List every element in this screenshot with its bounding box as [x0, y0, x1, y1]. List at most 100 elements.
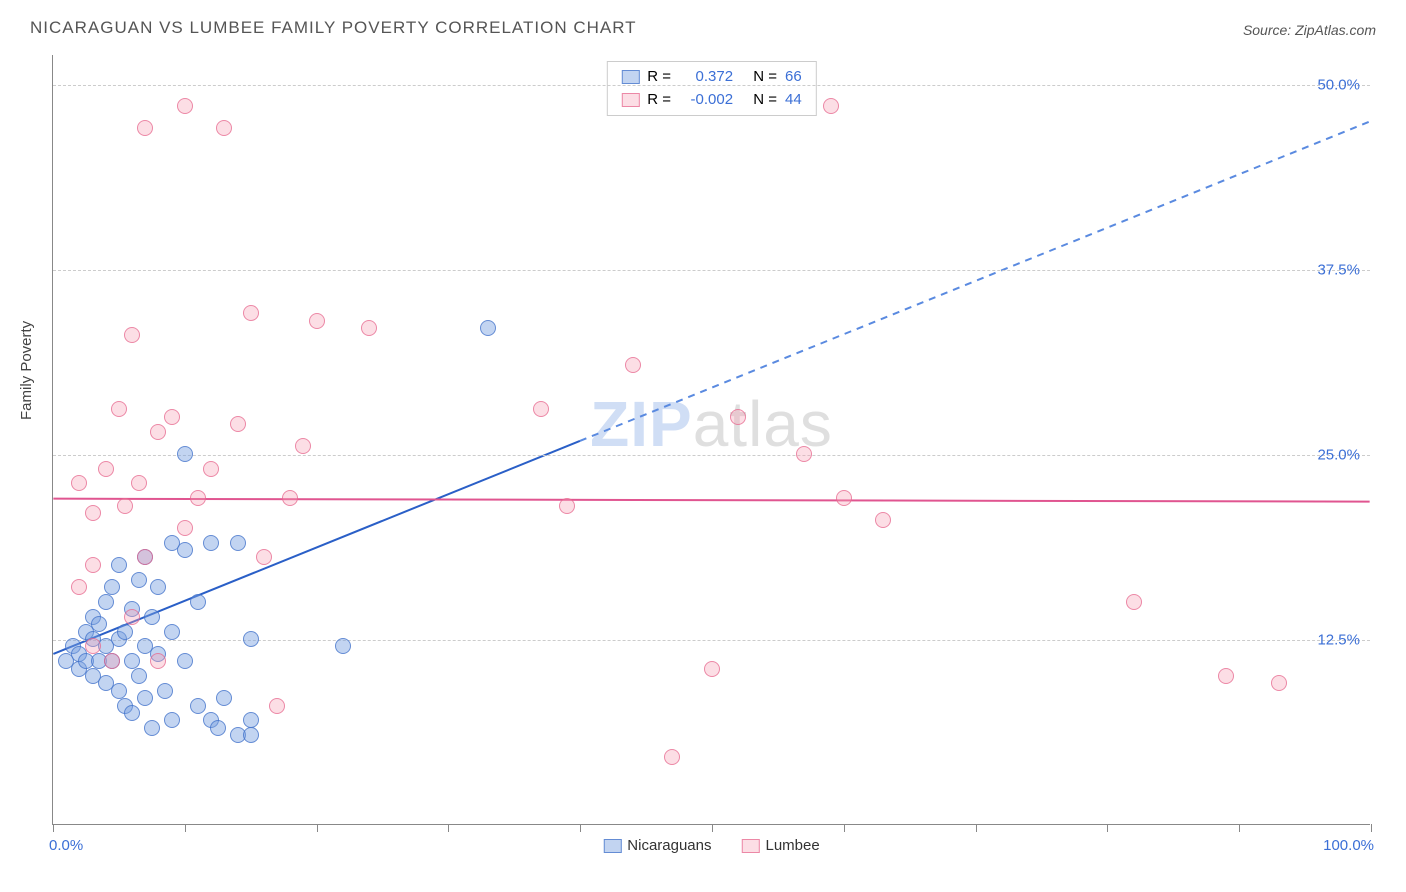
data-point	[730, 409, 746, 425]
data-point	[243, 631, 259, 647]
data-point	[177, 98, 193, 114]
data-point	[131, 475, 147, 491]
y-tick-label: 37.5%	[1317, 261, 1360, 278]
data-point	[164, 409, 180, 425]
x-tick	[580, 824, 581, 832]
data-point	[177, 446, 193, 462]
data-point	[203, 535, 219, 551]
chart-header: NICARAGUAN VS LUMBEE FAMILY POVERTY CORR…	[0, 0, 1406, 46]
data-point	[85, 557, 101, 573]
data-point	[282, 490, 298, 506]
data-point	[144, 609, 160, 625]
legend-item-lumbee: Lumbee	[742, 837, 820, 854]
data-point	[836, 490, 852, 506]
gridline	[53, 85, 1370, 86]
chart-canvas: ZIPatlas R = 0.372 N = 66 R = -0.002 N =…	[52, 55, 1370, 825]
data-point	[796, 446, 812, 462]
swatch-lumbee-bottom	[742, 839, 760, 853]
data-point	[210, 720, 226, 736]
data-point	[559, 498, 575, 514]
data-point	[309, 313, 325, 329]
swatch-lumbee	[621, 93, 639, 107]
data-point	[480, 320, 496, 336]
data-point	[230, 416, 246, 432]
data-point	[1218, 668, 1234, 684]
data-point	[190, 594, 206, 610]
data-point	[91, 616, 107, 632]
data-point	[216, 690, 232, 706]
x-tick	[712, 824, 713, 832]
data-point	[230, 535, 246, 551]
data-point	[243, 727, 259, 743]
chart-title: NICARAGUAN VS LUMBEE FAMILY POVERTY CORR…	[30, 18, 637, 38]
data-point	[137, 690, 153, 706]
data-point	[177, 653, 193, 669]
x-tick	[448, 824, 449, 832]
data-point	[111, 401, 127, 417]
data-point	[177, 542, 193, 558]
legend-correlation: R = 0.372 N = 66 R = -0.002 N = 44	[606, 61, 816, 116]
data-point	[98, 594, 114, 610]
data-point	[137, 120, 153, 136]
swatch-nicaraguans-bottom	[603, 839, 621, 853]
data-point	[124, 609, 140, 625]
data-point	[124, 705, 140, 721]
x-axis-min-label: 0.0%	[49, 837, 83, 854]
trend-lines-svg	[53, 55, 1370, 824]
data-point	[117, 624, 133, 640]
data-point	[98, 461, 114, 477]
data-point	[664, 749, 680, 765]
x-tick	[1371, 824, 1372, 832]
data-point	[1126, 594, 1142, 610]
swatch-nicaraguans	[621, 70, 639, 84]
data-point	[71, 579, 87, 595]
data-point	[216, 120, 232, 136]
legend-item-nicaraguans: Nicaraguans	[603, 837, 711, 854]
data-point	[150, 653, 166, 669]
data-point	[104, 579, 120, 595]
x-tick	[976, 824, 977, 832]
data-point	[164, 624, 180, 640]
data-point	[269, 698, 285, 714]
data-point	[1271, 675, 1287, 691]
x-axis-max-label: 100.0%	[1323, 837, 1374, 854]
data-point	[111, 557, 127, 573]
x-tick	[844, 824, 845, 832]
data-point	[164, 712, 180, 728]
data-point	[71, 475, 87, 491]
data-point	[85, 505, 101, 521]
n-value-lumbee: 44	[785, 89, 802, 112]
data-point	[335, 638, 351, 654]
legend-series: Nicaraguans Lumbee	[603, 837, 819, 854]
x-tick	[1239, 824, 1240, 832]
y-tick-label: 25.0%	[1317, 446, 1360, 463]
data-point	[150, 424, 166, 440]
data-point	[203, 461, 219, 477]
x-tick	[185, 824, 186, 832]
data-point	[117, 498, 133, 514]
data-point	[85, 638, 101, 654]
data-point	[361, 320, 377, 336]
data-point	[256, 549, 272, 565]
data-point	[295, 438, 311, 454]
data-point	[823, 98, 839, 114]
x-tick	[317, 824, 318, 832]
gridline	[53, 270, 1370, 271]
data-point	[124, 327, 140, 343]
data-point	[177, 520, 193, 536]
data-point	[243, 305, 259, 321]
y-axis-label: Family Poverty	[18, 321, 35, 420]
data-point	[144, 720, 160, 736]
x-tick	[53, 824, 54, 832]
data-point	[190, 698, 206, 714]
data-point	[243, 712, 259, 728]
data-point	[625, 357, 641, 373]
data-point	[704, 661, 720, 677]
x-tick	[1107, 824, 1108, 832]
data-point	[533, 401, 549, 417]
data-point	[157, 683, 173, 699]
data-point	[124, 653, 140, 669]
data-point	[104, 653, 120, 669]
data-point	[111, 683, 127, 699]
y-tick-label: 12.5%	[1317, 631, 1360, 648]
